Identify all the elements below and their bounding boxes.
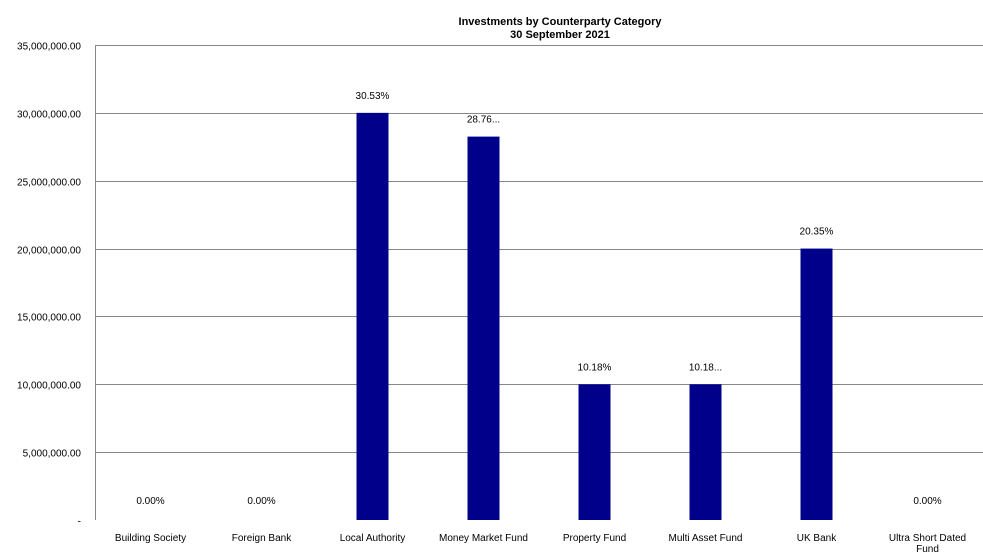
y-tick-label: 30,000,000.00 [17,110,81,121]
bar [800,248,833,521]
data-label: 20.35% [800,227,834,238]
x-tick-label: UK Bank [797,533,837,544]
bar [467,136,500,520]
y-tick-label: 15,000,000.00 [17,313,81,324]
bar [689,384,722,520]
bar [356,112,389,520]
y-tick-label: 35,000,000.00 [17,42,81,53]
chart-title-block: Investments by Counterparty Category 30 … [330,16,790,42]
y-tick-label: 5,000,000.00 [23,449,82,460]
data-label: 10.18... [689,362,722,373]
bar [578,384,611,520]
y-tick-label: 25,000,000.00 [17,178,81,189]
data-label: 30.53% [356,91,390,102]
data-label: 28.76... [467,115,500,126]
x-tick-label: Property Fund [563,533,626,544]
chart-title: Investments by Counterparty Category [458,16,662,28]
x-tick-label: Multi Asset Fund [669,533,743,544]
data-label: 0.00% [136,496,164,507]
data-label: 10.18% [578,362,612,373]
y-tick-label: 20,000,000.00 [17,246,81,257]
x-tick-label: Building Society [115,533,186,544]
y-tick-label: 10,000,000.00 [17,381,81,392]
y-tick-label: - [78,517,81,528]
x-tick-label: Local Authority [340,533,406,544]
x-tick-label: Ultra Short Dated Fund [889,533,966,552]
x-tick-label: Money Market Fund [439,533,528,544]
x-tick-label: Foreign Bank [232,533,292,544]
data-label: 0.00% [247,496,275,507]
chart-subtitle: 30 September 2021 [510,29,610,41]
data-label: 0.00% [913,496,941,507]
